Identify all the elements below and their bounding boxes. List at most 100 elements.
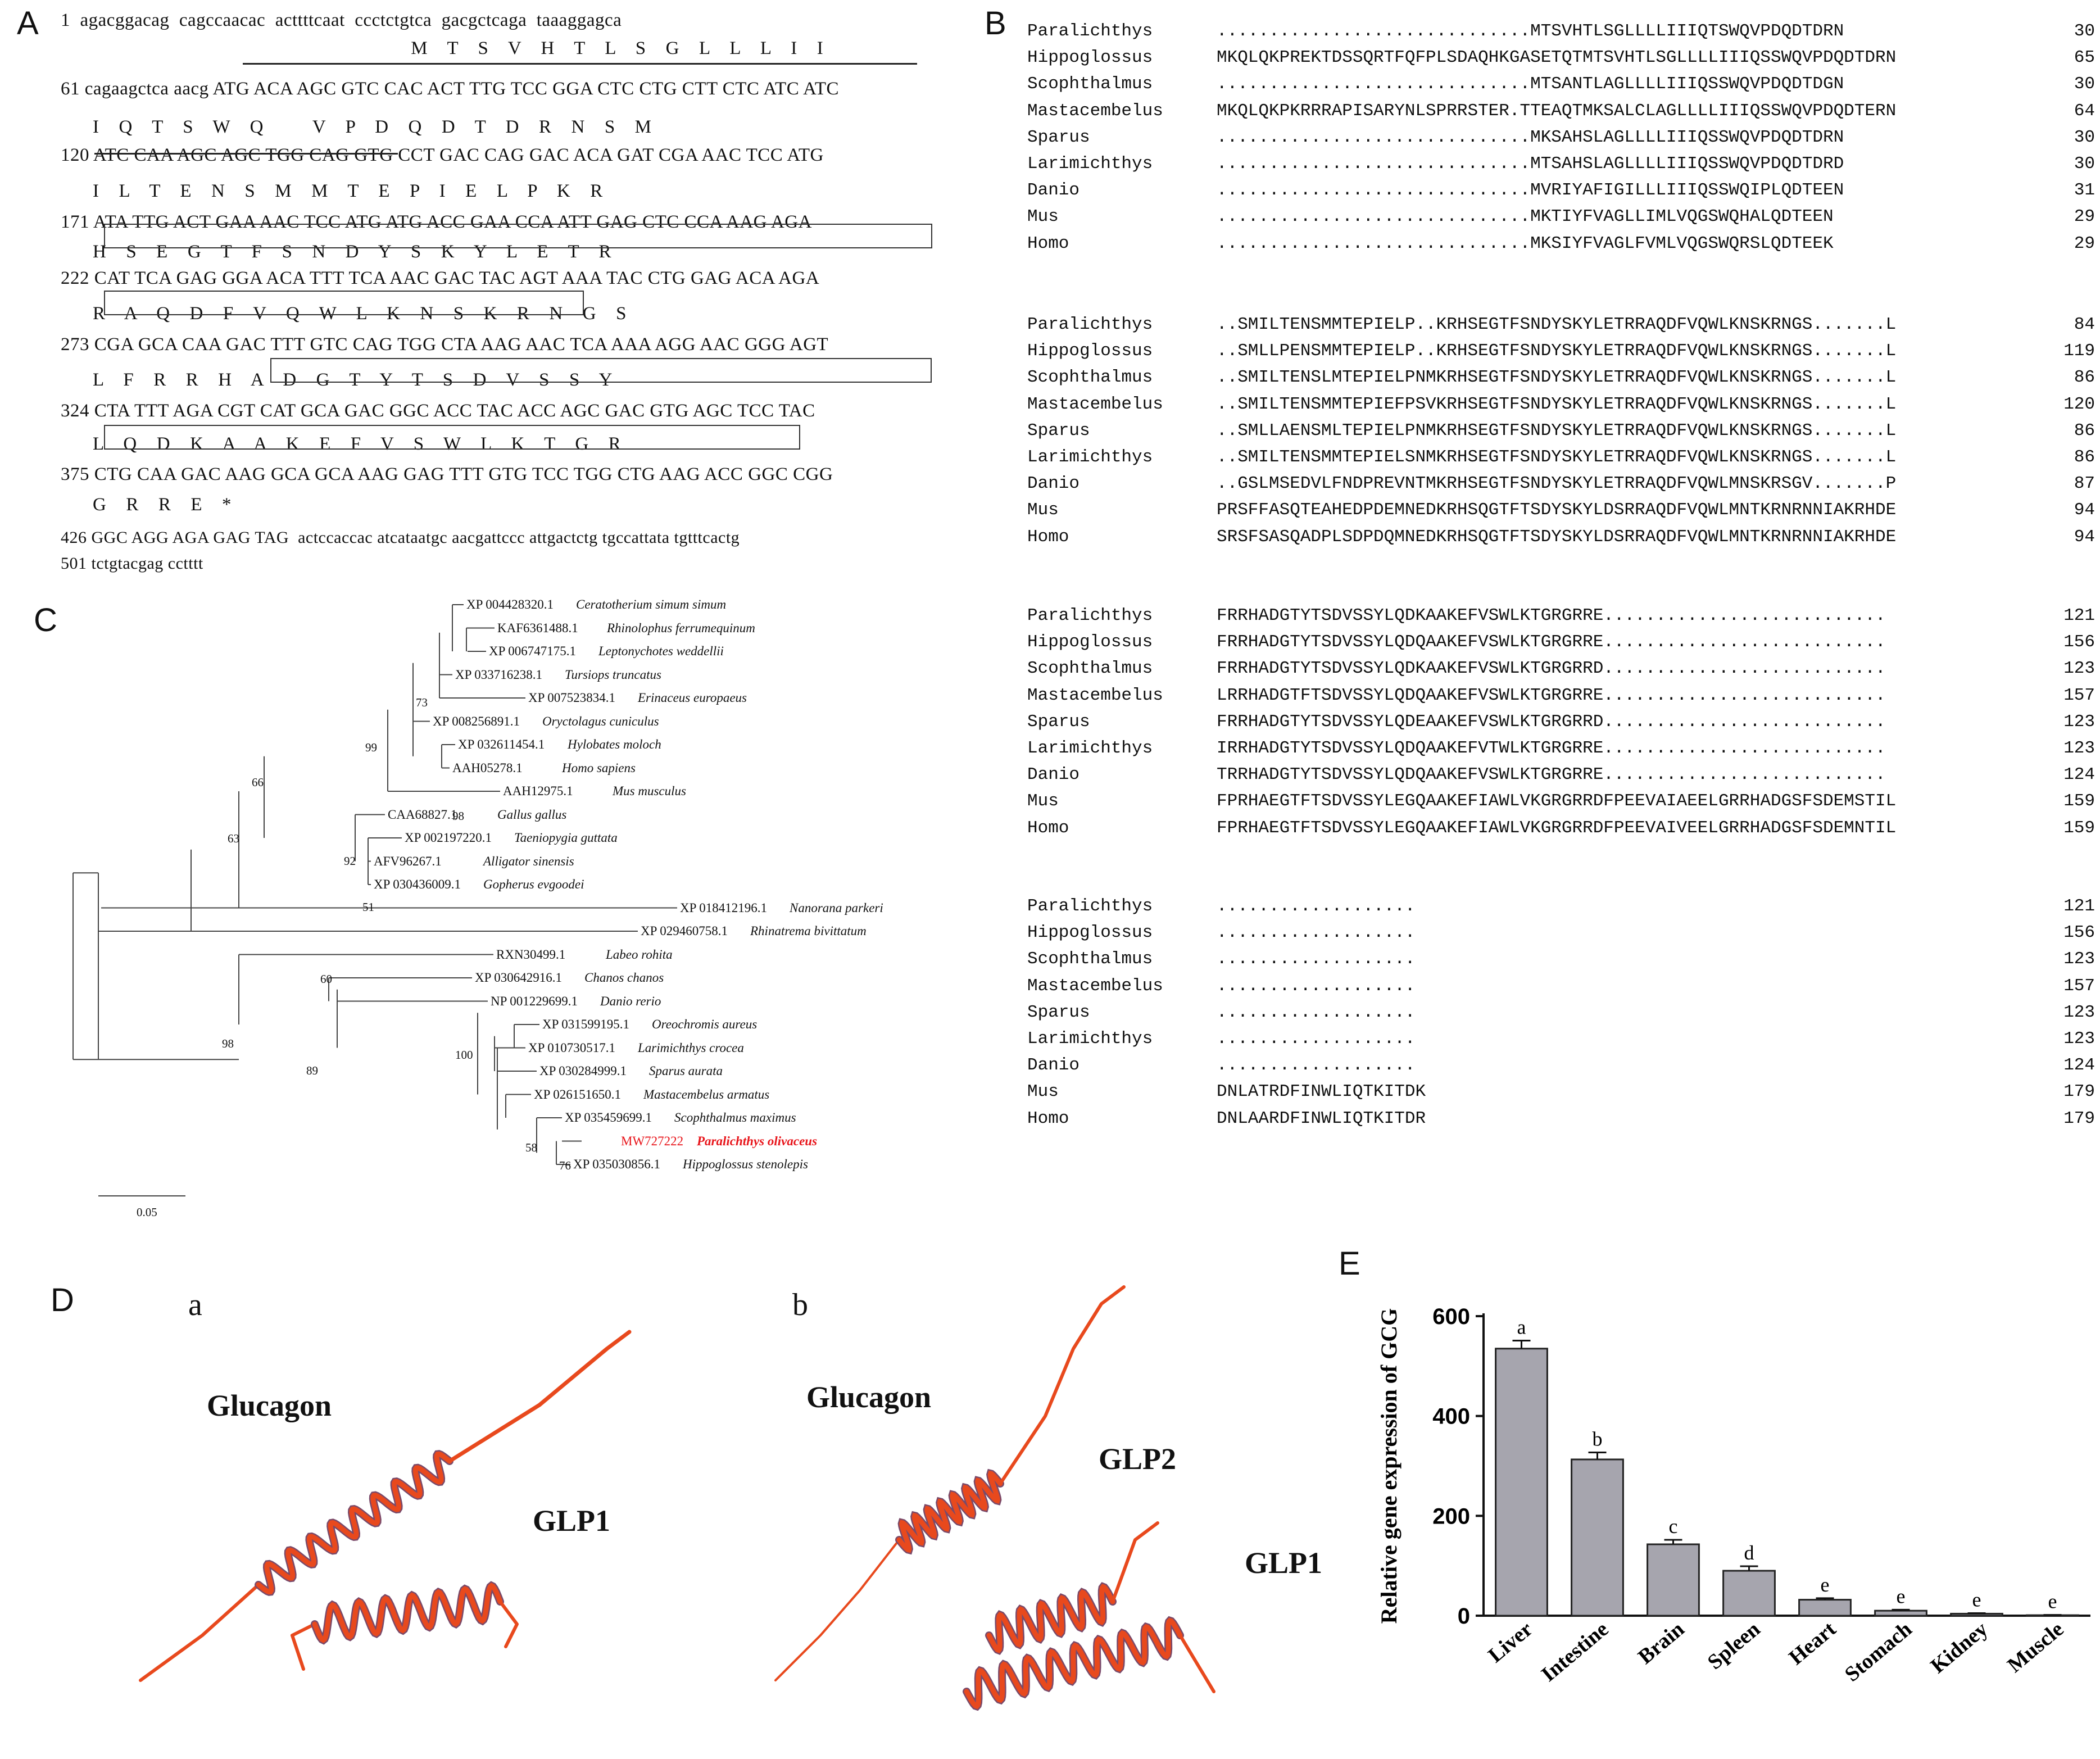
alignment-sequence: MKQLQKPKRRRAPISARYNLSPRRSTER.TTEAQTMKSAL… bbox=[1217, 101, 1897, 121]
panel-e-letter: E bbox=[1339, 1245, 1360, 1282]
alignment-species-name: Mastacembelus bbox=[1027, 101, 1163, 121]
taxon-accession: XP 007523834.1 bbox=[528, 691, 616, 705]
expression-bar-chart: 0 200 400 600 Relative gene expression of GC… bbox=[1376, 1304, 2090, 1687]
alignment-species-name: Danio bbox=[1027, 180, 1080, 201]
alignment-sequence: ..SMILTENSMMTEPIEFPSVKRHSEGTFSNDYSKYLETR… bbox=[1217, 394, 1897, 414]
taxon-accession: CAA68827.1 bbox=[388, 807, 457, 822]
alignment-position-number: 179 bbox=[2063, 1108, 2095, 1128]
glp2-label-b: GLP2 bbox=[1099, 1442, 1177, 1476]
alignment-position-number: 124 bbox=[2063, 765, 2095, 785]
bootstrap-value: 98 bbox=[452, 809, 464, 823]
category-label: Brain bbox=[1634, 1617, 1689, 1669]
coil-b3 bbox=[1111, 1521, 1159, 1603]
taxon-species: Homo sapiens bbox=[562, 760, 636, 775]
panel-b-letter: B bbox=[985, 5, 1006, 42]
alignment-position-number: 86 bbox=[2074, 368, 2095, 388]
alignment-sequence: ................... bbox=[1217, 1055, 1416, 1076]
alignment-species-name: Sparus bbox=[1027, 420, 1090, 441]
alignment-sequence: ..SMLLPENSMMTEPIELP..KRHSEGTFSNDYSKYLETR… bbox=[1217, 341, 1897, 361]
alignment-sequence: FRRHADGTYTSDVSSYLQDKAAKEFVSWLKTGRGRRE...… bbox=[1217, 606, 1886, 625]
taxon-species: Tursiops truncatus bbox=[565, 667, 661, 682]
alignment-species-name: Mus bbox=[1027, 207, 1059, 227]
alignment-species-name: Larimichthys bbox=[1027, 738, 1153, 758]
bar-liver bbox=[1495, 1348, 1548, 1617]
taxon-species: Ceratotherium simum simum bbox=[576, 597, 727, 611]
category-label: Stomach bbox=[1840, 1617, 1916, 1687]
alignment-sequence: DNLATRDFINWLIQTKITDK bbox=[1217, 1082, 1426, 1102]
alignment-position-number: 30 bbox=[2074, 74, 2095, 94]
bootstrap-value: 58 bbox=[525, 1141, 537, 1154]
taxon-species: Sparus aurata bbox=[649, 1064, 723, 1078]
alignment-position-number: 123 bbox=[2063, 949, 2095, 969]
amino-acid-line: I L T E N S M M T E P I E L P K R bbox=[73, 181, 603, 201]
taxon-accession: XP 029460758.1 bbox=[641, 924, 728, 938]
alignment-sequence: ..SMILTENSMMTEPIELP..KRHSEGTFSNDYSKYLETR… bbox=[1217, 315, 1897, 334]
category-label: Kidney bbox=[1926, 1617, 1993, 1678]
alignment-position-number: 120 bbox=[2063, 394, 2095, 414]
alignment-sequence: ..SMLLAENSMLTEPIELPNMKRHSEGTFSNDYSKYLETR… bbox=[1217, 420, 1897, 441]
glp1-label-a: GLP1 bbox=[533, 1504, 611, 1538]
alignment-position-number: 31 bbox=[2074, 180, 2095, 201]
taxon-species: Scophthalmus maximus bbox=[674, 1110, 796, 1125]
taxon-accession: AAH12975.1 bbox=[503, 784, 573, 798]
bootstrap-value: 100 bbox=[455, 1048, 473, 1062]
alignment-species-name: Larimichthys bbox=[1027, 154, 1153, 174]
alignment-species-name: Mastacembelus bbox=[1027, 976, 1163, 996]
alignment-sequence: ..............................MTSAHSLAGL… bbox=[1217, 154, 1844, 174]
category-label: Liver bbox=[1484, 1617, 1537, 1667]
alignment-species-name: Homo bbox=[1027, 1108, 1069, 1128]
taxon-species: Paralichthys olivaceus bbox=[697, 1134, 818, 1148]
bar-heart bbox=[1798, 1599, 1852, 1617]
taxon-species: Rhinolophus ferrumequinum bbox=[607, 620, 755, 635]
alignment-sequence: FPRHAEGTFTSDVSSYLEGQAAKEFIAWLVKGRGRRDFPE… bbox=[1217, 818, 1897, 838]
taxon-species: Oryctolagus cuniculus bbox=[542, 714, 659, 728]
amino-acid-line: G R R E * bbox=[73, 495, 232, 515]
category-label: Intestine bbox=[1537, 1617, 1613, 1687]
taxon-accession: XP 031599195.1 bbox=[542, 1017, 630, 1031]
alignment-species-name: Homo bbox=[1027, 233, 1069, 253]
nucleotide-line: 1 agacggacag cagccaacac acttttcaat ccctc… bbox=[61, 10, 622, 30]
alignment-sequence: ..SMILTENSMMTEPIELSNMKRHSEGTFSNDYSKYLETR… bbox=[1217, 447, 1897, 467]
taxon-accession: XP 026151650.1 bbox=[534, 1087, 622, 1101]
alignment-species-name: Mus bbox=[1027, 791, 1059, 812]
nucleotide-line: 222 CAT TCA GAG GGA ACA TTT TCA AAC GAC … bbox=[61, 268, 820, 288]
amino-acid-line: I Q T S W Q V P D Q D T D R N S M bbox=[73, 117, 652, 137]
taxon-species: Gopherus evgoodei bbox=[483, 877, 584, 891]
alignment-species-name: Hippoglossus bbox=[1027, 48, 1153, 68]
alignment-position-number: 30 bbox=[2074, 127, 2095, 147]
alignment-species-name: Scophthalmus bbox=[1027, 949, 1153, 969]
alignment-species-name: Paralichthys bbox=[1027, 21, 1153, 41]
taxon-species: Leptonychotes weddellii bbox=[598, 644, 724, 658]
alignment-species-name: Sparus bbox=[1027, 1002, 1090, 1022]
taxon-accession: XP 004428320.1 bbox=[466, 597, 554, 611]
glp1-box-2 bbox=[104, 425, 800, 450]
taxon-accession: XP 032611454.1 bbox=[458, 737, 545, 751]
alignment-sequence: ................... bbox=[1217, 949, 1416, 969]
alignment-species-name: Mus bbox=[1027, 1082, 1059, 1102]
alignment-sequence: ................... bbox=[1217, 923, 1416, 943]
taxon-accession: XP 035030856.1 bbox=[573, 1157, 661, 1171]
alignment-sequence: ................... bbox=[1217, 1002, 1416, 1022]
alignment-sequence: ..SMILTENSLMTEPIELPNMKRHSEGTFSNDYSKYLETR… bbox=[1217, 368, 1897, 388]
alignment-position-number: 30 bbox=[2074, 154, 2095, 174]
alignment-position-number: 29 bbox=[2074, 233, 2095, 253]
nucleotide-line: 171 ATA TTG ACT GAA AAC TCC ATG ATG ACC … bbox=[61, 212, 812, 232]
taxon-species: Chanos chanos bbox=[584, 971, 664, 985]
significance-letter: c bbox=[1669, 1515, 1678, 1538]
taxon-species: Rhinatrema bivittatum bbox=[750, 924, 867, 938]
alignment-sequence: ..GSLMSEDVLFNDPREVNTMKRHSEGTFSNDYSKYLETR… bbox=[1217, 474, 1897, 494]
alignment-sequence: IRRHADGTYTSDVSSYLQDQAAKEFVTWLKTGRGRRE...… bbox=[1217, 738, 1886, 758]
amino-acid-line: L F R R H A D G T Y T S D V S S Y bbox=[73, 370, 613, 390]
bootstrap-value: 63 bbox=[228, 832, 239, 845]
alignment-species-name: Mastacembelus bbox=[1027, 685, 1163, 705]
tree-scale: 0.05 bbox=[137, 1205, 157, 1219]
coil-a2 bbox=[447, 1330, 632, 1463]
glp1-helix-b bbox=[963, 1616, 1184, 1711]
alignment-position-number: 156 bbox=[2063, 632, 2095, 652]
significance-letter: a bbox=[1517, 1316, 1526, 1339]
alignment-position-number: 64 bbox=[2074, 101, 2095, 121]
alignment-sequence: ................... bbox=[1217, 1029, 1416, 1049]
bar-intestine bbox=[1571, 1458, 1624, 1617]
alignment-position-number: 29 bbox=[2074, 207, 2095, 227]
taxon-accession: XP 006747175.1 bbox=[489, 644, 577, 658]
